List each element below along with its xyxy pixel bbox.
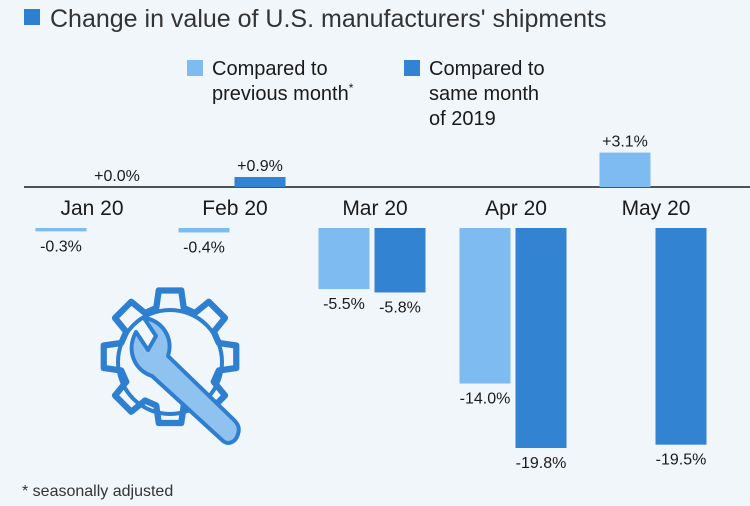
category-label: Jan 20 [60, 197, 123, 220]
data-label-series-1: -0.4% [183, 239, 225, 256]
bar-series-1 [318, 228, 370, 290]
bar-series-2 [234, 177, 286, 187]
data-label-series-1: +3.1% [602, 134, 648, 151]
wrench-gear-icon [100, 287, 241, 445]
data-label-series-2: -5.8% [379, 299, 421, 316]
bar-series-2 [655, 228, 707, 445]
bar-series-1 [35, 228, 87, 232]
bar-series-1 [599, 152, 651, 187]
bar-series-1 [459, 228, 511, 384]
legend: Compared to previous month* Compared to sam… [187, 58, 545, 130]
bar-series-1 [178, 228, 230, 233]
value-labels: -0.3% +0.0% -0.4% +0.9% -5.5% -5.8% -14.0% -19.… [40, 134, 706, 472]
category-label: May 20 [622, 197, 691, 220]
bar-series-2 [374, 228, 426, 293]
category-label: Apr 20 [485, 197, 547, 220]
category-label: Feb 20 [202, 197, 267, 220]
title-marker [24, 9, 40, 25]
legend-swatch-2 [404, 60, 420, 76]
chart-title: Change in value of U.S. manufacturers' s… [50, 5, 606, 33]
bars [35, 152, 707, 448]
footnote: * seasonally adjusted [22, 483, 173, 500]
legend-swatch-1 [187, 60, 203, 76]
legend-label-2: Compared to same month of 2019 [429, 58, 545, 130]
data-label-series-2: +0.9% [237, 158, 283, 175]
legend-label-1: Compared to previous month* [212, 58, 354, 105]
data-label-series-2: -19.8% [516, 455, 567, 472]
bar-series-2 [515, 228, 567, 448]
data-label-series-2: +0.0% [94, 168, 140, 185]
data-label-series-1: -14.0% [460, 391, 511, 408]
data-label-series-1: -0.3% [40, 238, 82, 255]
category-label: Mar 20 [342, 197, 407, 220]
category-labels: Jan 20 Feb 20 Mar 20 Apr 20 May 20 [60, 197, 690, 220]
data-label-series-2: -19.5% [656, 452, 707, 469]
data-label-series-1: -5.5% [323, 296, 365, 313]
